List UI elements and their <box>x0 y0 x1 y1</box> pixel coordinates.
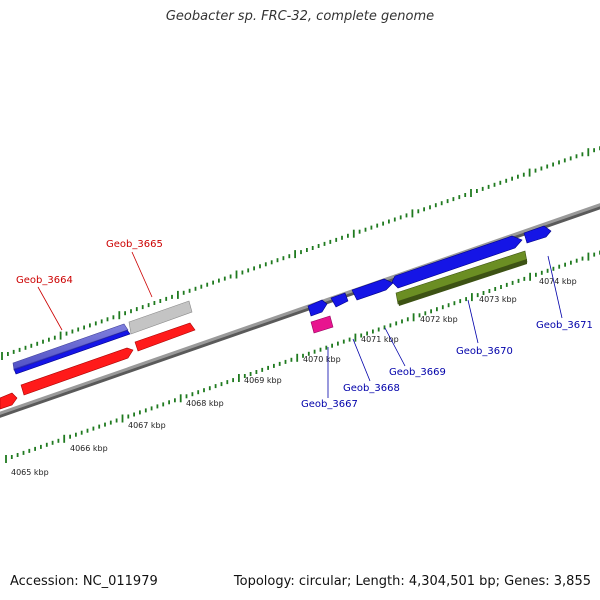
scale-label: 4069 kbp <box>244 376 282 385</box>
scale-labels: 4065 kbp 4066 kbp 4067 kbp 4068 kbp 4069… <box>11 277 577 477</box>
gene-other-shadow <box>398 259 527 306</box>
gene-arrow[interactable] <box>12 323 129 371</box>
scale-label: 4070 kbp <box>303 355 341 364</box>
gene-labels: Geob_3664 Geob_3665 Geob_3667 Geob_3668 … <box>16 239 593 410</box>
forward-genes <box>307 225 552 334</box>
gene-arrow[interactable] <box>391 235 523 289</box>
outer-tick-ruler <box>1 146 600 360</box>
gene-arrow[interactable] <box>523 225 552 244</box>
gene-arrow[interactable] <box>330 292 349 308</box>
gene-arrow[interactable] <box>134 322 196 352</box>
gene-label-geob-3669[interactable]: Geob_3669 <box>389 367 446 378</box>
gene-arrow[interactable] <box>128 300 193 335</box>
scale-label: 4073 kbp <box>479 295 517 304</box>
gene-label-geob-3665[interactable]: Geob_3665 <box>106 239 163 250</box>
genome-backbone <box>0 203 600 415</box>
gene-label-geob-3667[interactable]: Geob_3667 <box>301 399 358 410</box>
gene-label-geob-3671[interactable]: Geob_3671 <box>536 320 593 331</box>
accession-text: Accession: NC_011979 <box>10 574 158 589</box>
gene-label-geob-3664[interactable]: Geob_3664 <box>16 275 73 286</box>
map-title: Geobacter sp. FRC-32, complete genome <box>165 9 435 24</box>
genome-summary-text: Topology: circular; Length: 4,304,501 bp… <box>233 574 591 589</box>
leader-lines <box>37 251 563 398</box>
scale-label: 4071 kbp <box>361 335 399 344</box>
gene-rna[interactable] <box>310 315 334 334</box>
gene-label-geob-3668[interactable]: Geob_3668 <box>343 383 400 394</box>
scale-label: 4068 kbp <box>186 399 224 408</box>
gene-arrow[interactable] <box>307 299 328 317</box>
gene-label-geob-3670[interactable]: Geob_3670 <box>456 346 513 357</box>
scale-label: 4074 kbp <box>539 277 577 286</box>
inner-tick-ruler <box>5 250 600 463</box>
gene-arrow[interactable] <box>351 278 394 301</box>
scale-label: 4072 kbp <box>420 315 458 324</box>
scale-label: 4065 kbp <box>11 468 49 477</box>
scale-label: 4067 kbp <box>128 421 166 430</box>
reverse-genes <box>0 300 196 410</box>
gene-arrow[interactable] <box>0 392 18 410</box>
scale-label: 4066 kbp <box>70 444 108 453</box>
gene-arrow[interactable] <box>20 347 134 396</box>
